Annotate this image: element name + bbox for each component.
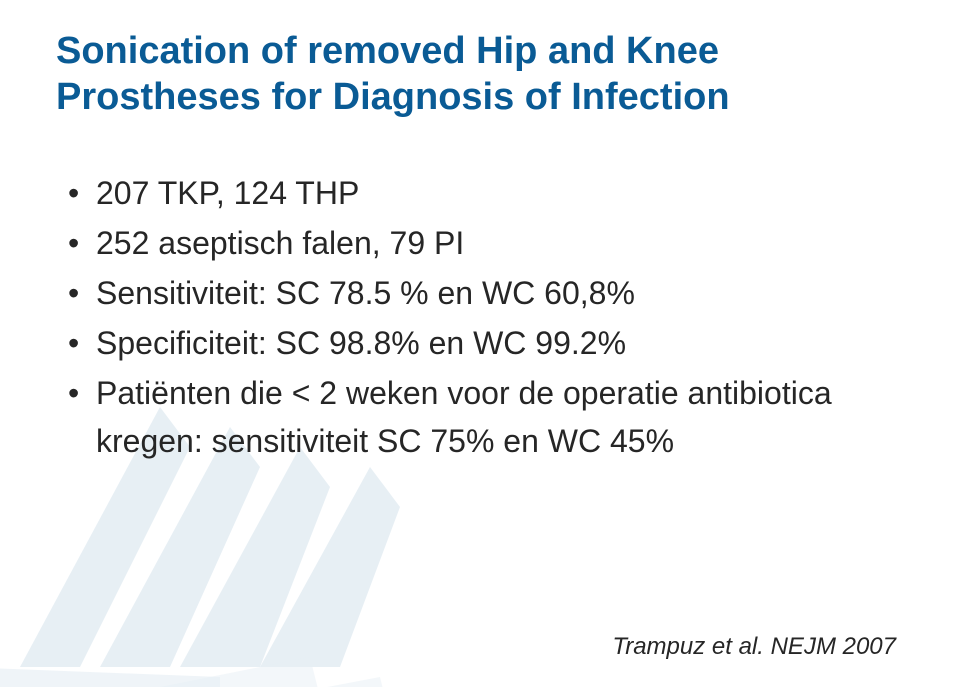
title-line-2: Prostheses for Diagnosis of Infection [56, 76, 730, 118]
bullet-text: Specificiteit: SC 98.8% en WC 99.2% [96, 325, 626, 361]
bullet-text: 207 TKP, 124 THP [96, 175, 359, 211]
citation-text: Trampuz et al. NEJM 2007 [612, 633, 896, 661]
bullet-text: Patiënten die < 2 weken voor de operatie… [96, 375, 832, 459]
bullet-text: 252 aseptisch falen, 79 PI [96, 225, 464, 261]
list-item: Sensitiviteit: SC 78.5 % en WC 60,8% [64, 269, 904, 317]
list-item: Patiënten die < 2 weken voor de operatie… [64, 369, 904, 465]
bullet-list: 207 TKP, 124 THP 252 aseptisch falen, 79… [56, 169, 904, 465]
list-item: 207 TKP, 124 THP [64, 169, 904, 217]
slide-title: Sonication of removed Hip and Knee Prost… [56, 28, 904, 121]
list-item: Specificiteit: SC 98.8% en WC 99.2% [64, 319, 904, 367]
bullet-text: Sensitiviteit: SC 78.5 % en WC 60,8% [96, 275, 635, 311]
slide-content: Sonication of removed Hip and Knee Prost… [0, 0, 960, 465]
title-line-1: Sonication of removed Hip and Knee [56, 30, 719, 72]
list-item: 252 aseptisch falen, 79 PI [64, 219, 904, 267]
